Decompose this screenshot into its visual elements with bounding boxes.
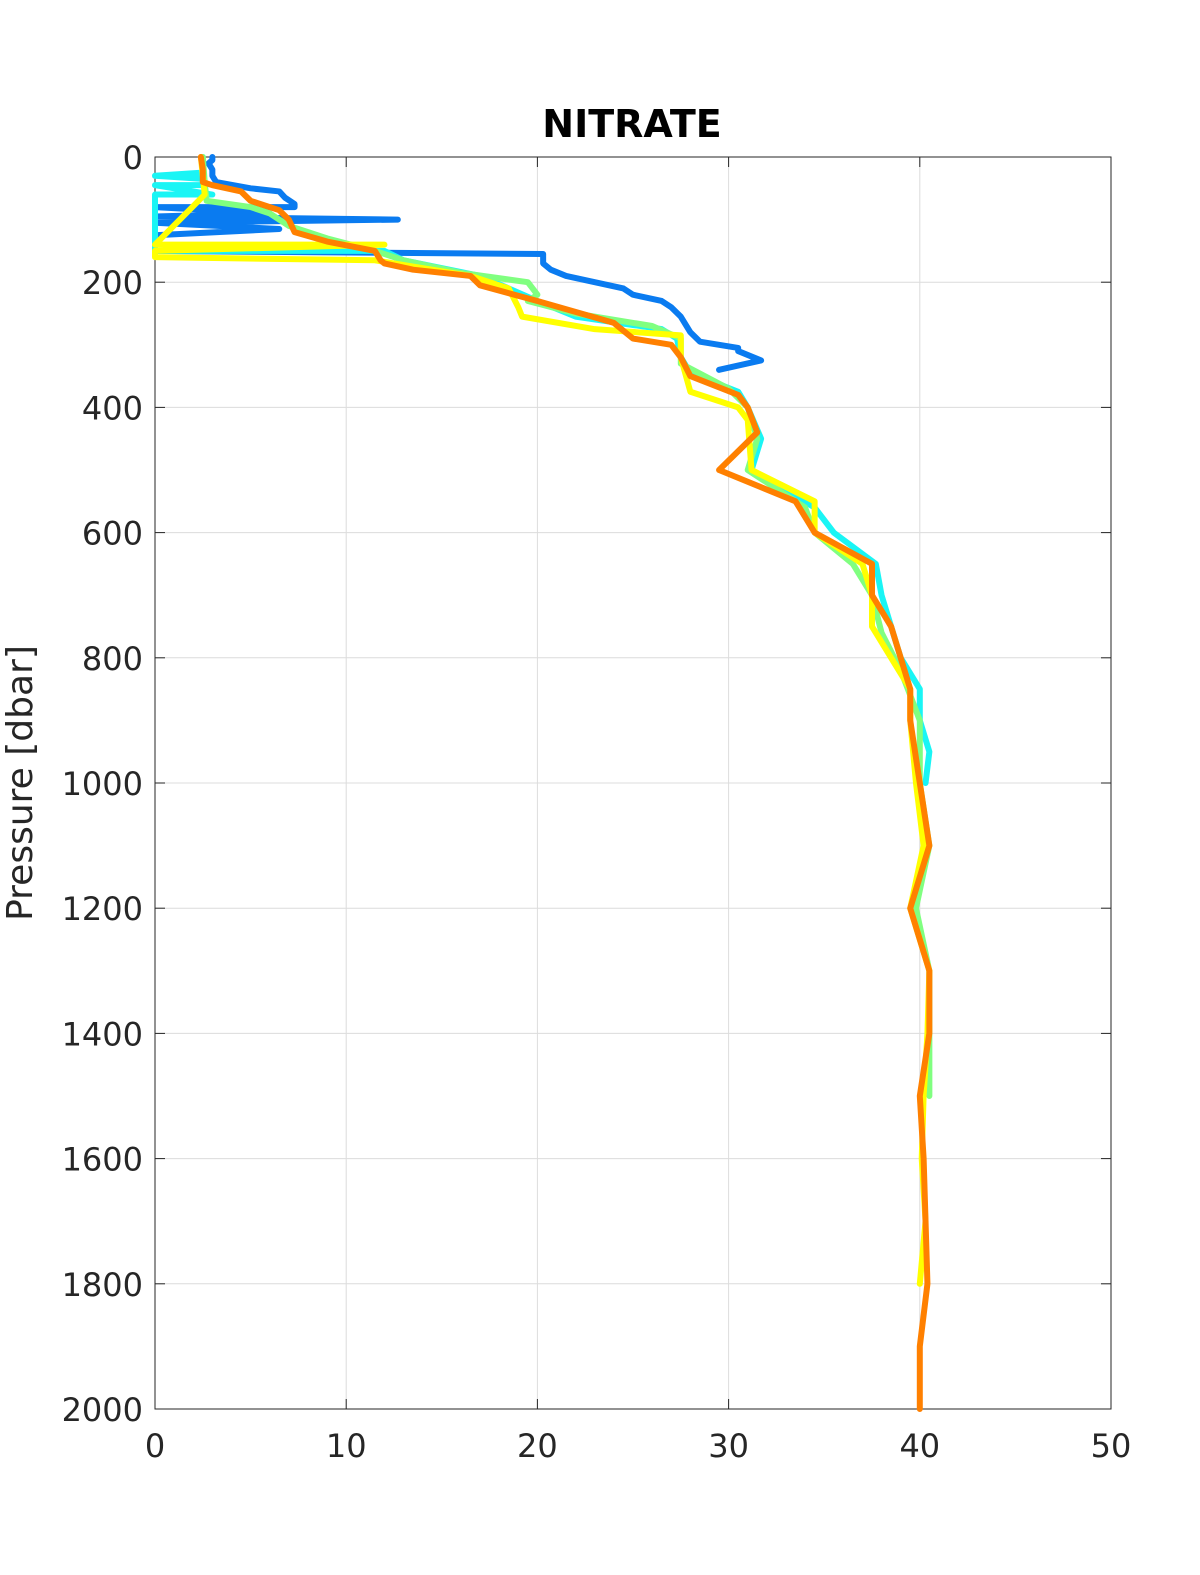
y-tick-label: 800	[82, 640, 143, 678]
y-tick-label: 2000	[62, 1391, 143, 1429]
data-line	[197, 154, 933, 1412]
y-tick-label: 1400	[62, 1015, 143, 1053]
y-tick-label: 600	[82, 515, 143, 553]
y-tick-label: 1800	[62, 1266, 143, 1304]
y-tick-label: 1200	[62, 890, 143, 928]
axes-box	[154, 156, 1112, 1410]
y-axis-label: Pressure [dbar]	[0, 645, 41, 921]
y-tick-label: 1000	[62, 765, 143, 803]
y-tick-label: 400	[82, 389, 143, 427]
chart-title: NITRATE	[542, 102, 721, 146]
data-line	[199, 154, 933, 1099]
x-tick-label: 40	[899, 1427, 940, 1465]
x-tick-label: 20	[517, 1427, 558, 1465]
x-tick-label: 30	[708, 1427, 749, 1465]
x-tick-label: 10	[326, 1427, 367, 1465]
y-tick-label: 0	[123, 139, 143, 177]
x-tick-label: 50	[1091, 1427, 1132, 1465]
y-tick-label: 1600	[62, 1141, 143, 1179]
x-tick-label: 0	[145, 1427, 165, 1465]
y-tick-label: 200	[82, 264, 143, 302]
